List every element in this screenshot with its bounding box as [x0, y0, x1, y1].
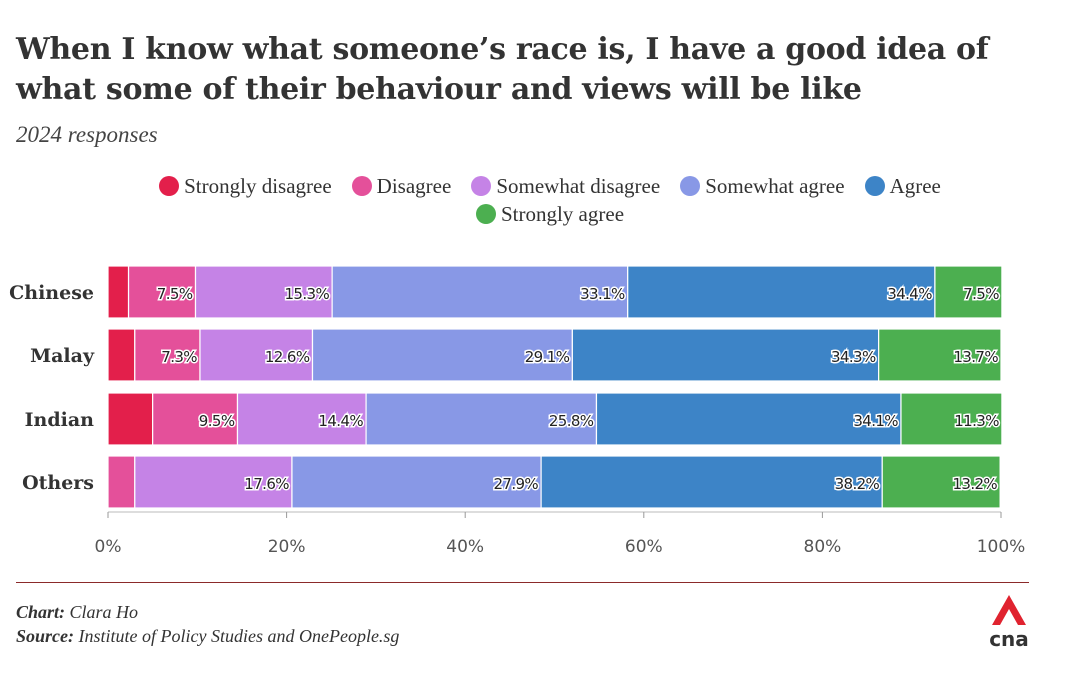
legend-item-strongly-disagree: Strongly disagree: [159, 174, 332, 199]
bar-segment-indian-4: [595, 392, 902, 446]
data-label: 9.5%: [199, 412, 235, 430]
source-line: Source: Institute of Policy Studies and …: [16, 624, 399, 648]
legend-swatch: [680, 176, 701, 196]
stacked-bar-chart: Chinese 7.5% 15.3% 33.1% 34.4% 7.5% Malay 7.3% 1…: [9, 265, 1026, 557]
data-label: 14.4%: [318, 412, 363, 430]
data-label: 38.2%: [835, 475, 880, 493]
bar-segment-chinese-1: [127, 265, 197, 319]
bar-segment-others-5: [881, 455, 1001, 509]
data-label: 29.1%: [525, 348, 570, 366]
bar-segment-malay-5: [878, 328, 1002, 382]
data-label: 27.9%: [493, 475, 538, 493]
bar-segment-indian-3: [365, 392, 598, 446]
x-tick-label: 0%: [95, 537, 122, 557]
data-label: 15.3%: [284, 285, 329, 303]
data-label: 13.2%: [952, 475, 997, 493]
legend-item-somewhat-agree: Somewhat agree: [680, 173, 845, 199]
bar-segment-others-4: [540, 455, 883, 509]
data-label: 13.7%: [953, 348, 998, 366]
bar-segment-malay-0: [107, 328, 136, 382]
data-label: 17.6%: [244, 475, 289, 493]
legend-label: Strongly agree: [500, 201, 625, 226]
legend-swatch: [159, 176, 180, 196]
bar-segment-malay-4: [571, 328, 880, 382]
data-label: 7.3%: [161, 348, 197, 366]
category-label-malay: Malay: [30, 345, 95, 367]
credit-label: Chart:: [16, 602, 66, 622]
data-label: 34.3%: [831, 348, 876, 366]
category-label-indian: Indian: [25, 409, 95, 431]
legend-item-strongly-agree: Strongly agree: [475, 201, 625, 227]
legend-swatch: [864, 176, 885, 196]
data-label: 11.3%: [954, 412, 999, 430]
bar-segment-malay-2: [199, 328, 314, 382]
bar-segment-malay-1: [134, 328, 201, 382]
bar-segment-indian-2: [236, 392, 367, 446]
bar-segment-chinese-2: [194, 265, 333, 319]
logo-mark: [992, 595, 1026, 625]
x-tick-label: 60%: [625, 537, 663, 557]
category-label-chinese: Chinese: [9, 282, 94, 304]
legend-swatch: [471, 176, 492, 196]
source-label: Source:: [16, 626, 74, 646]
legend-label: Disagree: [376, 173, 452, 198]
chart-legend: Strongly disagree Disagree Somewhat disa…: [50, 172, 1050, 228]
logo-text: cna: [989, 627, 1029, 651]
footer-divider: [16, 582, 1029, 583]
bar-segment-indian-0: [107, 392, 154, 446]
legend-item-disagree: Disagree: [351, 173, 452, 199]
data-label: 33.1%: [580, 285, 625, 303]
bar-segment-indian-5: [900, 392, 1003, 446]
chart-subtitle: 2024 responses: [16, 122, 158, 147]
bar-segment-others-3: [291, 455, 542, 509]
credit-line: Chart: Clara Ho: [16, 600, 399, 624]
x-tick-label: 20%: [268, 537, 306, 557]
data-label: 34.1%: [853, 412, 898, 430]
legend-label: Somewhat disagree: [496, 173, 661, 198]
credit-value: Clara Ho: [69, 602, 139, 622]
cna-logo-icon: cna: [989, 595, 1029, 651]
data-label: 34.4%: [887, 285, 932, 303]
chart-title: When I know what someone’s race is, I ha…: [16, 32, 989, 107]
category-label-others: Others: [22, 472, 94, 494]
data-label: 7.5%: [157, 285, 193, 303]
chart-footer: Chart: Clara Ho Source: Institute of Pol…: [16, 600, 399, 648]
bar-segment-chinese-5: [934, 265, 1003, 319]
legend-swatch: [475, 204, 496, 224]
bar-segment-malay-3: [311, 328, 573, 382]
data-label: 12.6%: [265, 348, 310, 366]
data-label: 7.5%: [963, 285, 999, 303]
bar-segment-chinese-3: [331, 265, 629, 319]
x-tick-label: 80%: [804, 537, 842, 557]
legend-item-agree: Agree: [864, 173, 941, 199]
legend-swatch: [351, 176, 372, 196]
legend-label: Somewhat agree: [705, 173, 845, 198]
legend-label: Strongly disagree: [184, 173, 332, 198]
bar-segment-others-1: [107, 455, 136, 509]
source-value: Institute of Policy Studies and OnePeopl…: [78, 626, 400, 646]
bar-segment-chinese-4: [627, 265, 936, 319]
legend-row-2: Strongly agree: [50, 200, 1050, 228]
legend-label: Agree: [889, 173, 941, 198]
bar-segment-others-2: [134, 455, 293, 509]
x-tick-label: 100%: [977, 537, 1026, 557]
data-label: 25.8%: [549, 412, 594, 430]
x-tick-label: 40%: [446, 537, 484, 557]
bar-segment-chinese-0: [107, 265, 130, 319]
legend-row-1: Strongly disagree Disagree Somewhat disa…: [50, 172, 1050, 200]
legend-item-somewhat-disagree: Somewhat disagree: [471, 174, 660, 199]
